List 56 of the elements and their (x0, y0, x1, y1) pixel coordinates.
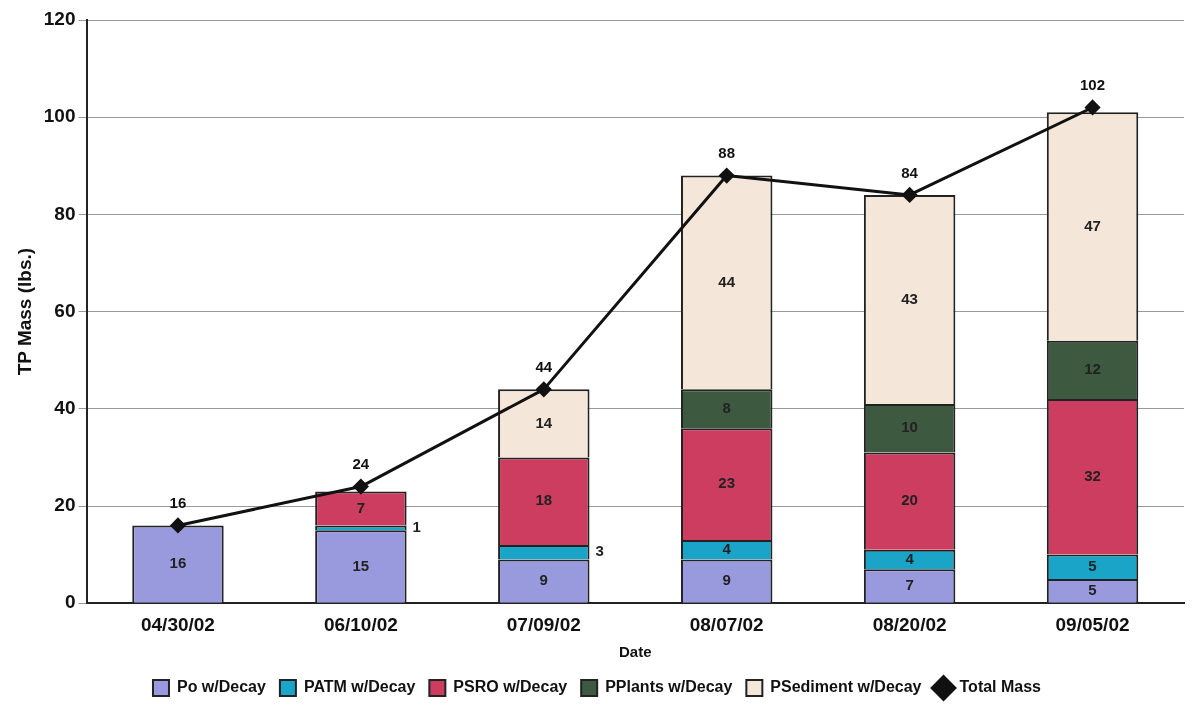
data-label: 9 (539, 571, 548, 589)
x-tick-label: 08/20/02 (872, 613, 947, 635)
data-label: 4 (722, 539, 732, 557)
data-label: 16 (169, 494, 187, 512)
legend-label: PATM w/Decay (303, 678, 416, 696)
y-tick-label: 0 (64, 591, 76, 613)
data-label: 3 (595, 542, 604, 560)
data-label: 18 (535, 491, 553, 509)
point (1085, 99, 1101, 115)
legend-label: PPlants w/Decay (605, 678, 733, 696)
data-label: 12 (1084, 360, 1101, 378)
data-label: 10 (901, 418, 918, 436)
data-label: 7 (356, 498, 366, 516)
point (902, 187, 918, 203)
data-label: 9 (722, 571, 731, 589)
data-label: 1 (412, 518, 421, 536)
data-label: 20 (901, 491, 918, 509)
data-label: 44 (535, 358, 553, 375)
legend-label: PSediment w/Decay (770, 678, 922, 696)
data-label: 14 (535, 413, 553, 431)
x-tick-label: 04/30/02 (140, 613, 215, 635)
data-label: 5 (1088, 556, 1097, 574)
data-label: 43 (901, 289, 918, 307)
data-label: 84 (901, 163, 919, 181)
y-tick-label: 60 (54, 299, 76, 321)
data-label: 15 (352, 556, 370, 574)
legend-label: PSRO w/Decay (453, 678, 568, 696)
y-tick-label: 100 (43, 105, 76, 127)
data-label: 8 (722, 398, 731, 416)
x-tick-label: 08/07/02 (689, 613, 764, 635)
legend-label: Total Mass (959, 678, 1042, 696)
data-label: 88 (718, 144, 736, 162)
data-label: 44 (718, 272, 736, 290)
data-label: 7 (905, 576, 914, 594)
x-axis-title: Date (618, 643, 652, 661)
y-axis-title: TP Mass (lbs.) (13, 247, 35, 376)
point (170, 517, 186, 533)
y-tick-label: 40 (54, 397, 76, 419)
point (353, 479, 369, 495)
y-tick-label: 20 (54, 494, 76, 516)
data-label: 24 (352, 455, 370, 473)
point (536, 381, 552, 397)
y-tick-label: 120 (43, 8, 76, 30)
x-tick-label: 09/05/02 (1055, 613, 1130, 635)
data-label: 4 (905, 549, 915, 567)
x-tick-label: 07/09/02 (506, 613, 581, 635)
data-label: 47 (1084, 216, 1101, 234)
x-tick-label: 06/10/02 (323, 613, 398, 635)
data-label: 5 (1088, 580, 1097, 598)
point (719, 168, 735, 184)
legend-label: Po w/Decay (176, 678, 267, 696)
data-label: 23 (718, 474, 736, 492)
data-label: 32 (1084, 466, 1101, 484)
data-label: 16 (169, 554, 187, 572)
y-tick-label: 80 (54, 202, 76, 224)
data-label: 102 (1080, 76, 1106, 94)
